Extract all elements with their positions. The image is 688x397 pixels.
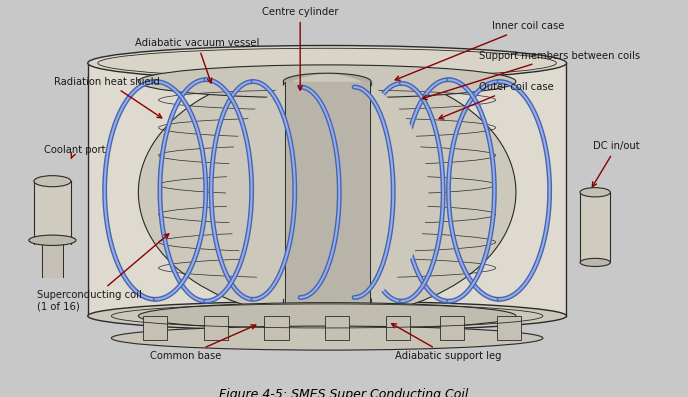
Bar bbox=[386, 316, 410, 340]
Bar bbox=[264, 316, 289, 340]
Ellipse shape bbox=[88, 46, 566, 81]
Ellipse shape bbox=[580, 258, 610, 266]
Text: Support members between coils: Support members between coils bbox=[422, 51, 640, 100]
Ellipse shape bbox=[283, 302, 371, 316]
Ellipse shape bbox=[138, 67, 516, 318]
Bar bbox=[325, 316, 350, 340]
Ellipse shape bbox=[111, 326, 543, 350]
Text: Inner coil case: Inner coil case bbox=[395, 21, 565, 80]
Text: Superconducting coil
(1 of 16): Superconducting coil (1 of 16) bbox=[37, 234, 169, 312]
Ellipse shape bbox=[138, 65, 516, 98]
Text: Centre cylinder: Centre cylinder bbox=[262, 7, 338, 90]
Ellipse shape bbox=[34, 175, 71, 187]
Ellipse shape bbox=[88, 301, 566, 331]
Text: Coolant port: Coolant port bbox=[44, 145, 105, 158]
Bar bbox=[204, 316, 228, 340]
Ellipse shape bbox=[138, 303, 516, 329]
Ellipse shape bbox=[283, 73, 371, 90]
Text: Adiabatic vacuum vessel: Adiabatic vacuum vessel bbox=[135, 38, 259, 83]
Text: Common base: Common base bbox=[150, 325, 256, 361]
Text: Radiation heat shield: Radiation heat shield bbox=[54, 77, 162, 118]
Bar bbox=[440, 316, 464, 340]
Bar bbox=[143, 316, 167, 340]
Ellipse shape bbox=[580, 188, 610, 197]
Text: Figure 4-5: SMES Super Conducting Coil: Figure 4-5: SMES Super Conducting Coil bbox=[219, 388, 469, 397]
Bar bbox=[497, 316, 522, 340]
Text: Outer coil case: Outer coil case bbox=[439, 82, 554, 119]
Text: DC in/out: DC in/out bbox=[592, 141, 640, 187]
Ellipse shape bbox=[226, 74, 428, 310]
Ellipse shape bbox=[29, 235, 76, 245]
Text: Adiabatic support leg: Adiabatic support leg bbox=[391, 324, 502, 361]
